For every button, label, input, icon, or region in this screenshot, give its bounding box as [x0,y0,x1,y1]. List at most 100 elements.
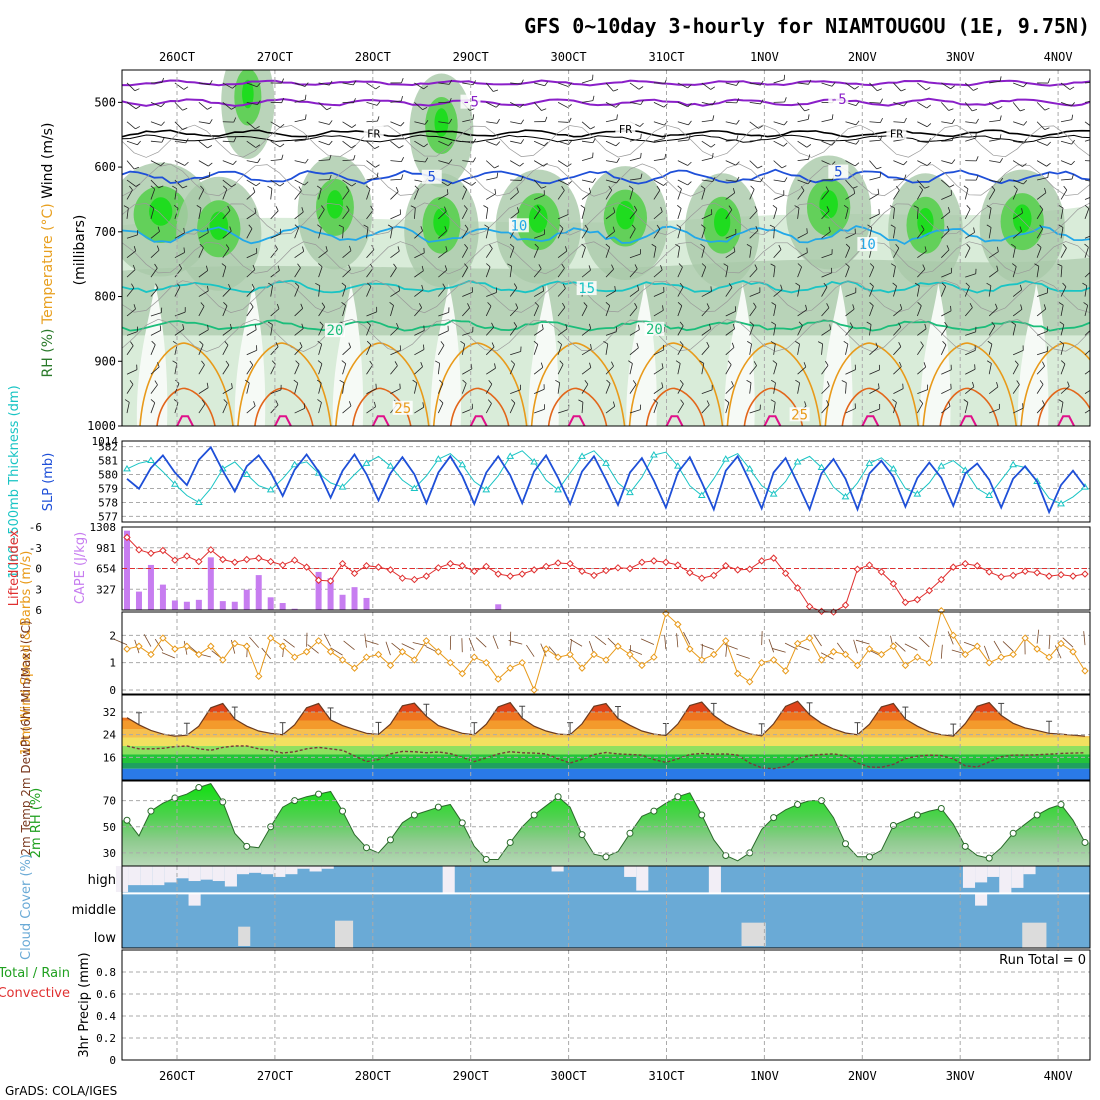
wind-barb-flag [489,244,493,249]
wind-barb [773,324,776,336]
wind-barb-flag [199,243,204,248]
wind-barb-flag [301,323,304,329]
wind-barb [629,384,637,394]
wind-barb-flag [491,322,495,328]
li-marker [219,555,227,564]
wind-speed-marker [722,637,730,645]
wind-barb-flag [279,124,285,128]
wind-barb [366,160,376,168]
wind-barb-flag [275,206,279,211]
wind-barb [1084,139,1090,142]
wind-barb-flag [1023,121,1028,126]
rh-marker [219,798,227,806]
li-marker [362,562,371,570]
li-marker [123,533,131,542]
li-marker [853,565,862,573]
wind-barb [270,140,281,148]
wind-barb-flag [616,158,620,163]
wind-barb-flag [182,107,188,111]
wind-barb-flag [632,380,637,385]
wind-barb [940,344,947,355]
wind-barb-flag [460,340,465,345]
wind-barb [366,388,377,394]
wind-barb-flag [616,114,618,120]
wind-barb [294,408,305,414]
wind-barb-flag [1060,360,1066,365]
wind-barb [1012,324,1016,336]
wind-barb [222,82,233,89]
wind-barb [198,344,204,355]
wind-barb [749,246,752,258]
wind-barb [222,266,227,278]
temp-tick-label: 24 [103,729,117,742]
wind-barb [414,82,424,90]
wind-barb [390,349,401,356]
wind-barb-flag [637,285,640,291]
wind-barb-flag [182,324,185,330]
wind-barb-flag [209,119,213,124]
wind-barb [773,305,777,317]
cape-bar [183,601,190,610]
temp-area-group [122,700,1090,780]
wind-barb-flag [1091,343,1093,348]
thickness-marker [793,457,802,465]
li-tick-label: 3 [35,583,42,596]
wind-barb-flag [131,283,135,289]
wind10m-panel: 012 [109,607,1091,697]
wind-barb-flag [758,125,763,129]
wind-barb [462,307,470,317]
wind-speed-marker [961,650,969,659]
cloud-bg [122,866,1090,948]
wind-barb-flag [919,399,924,404]
cloud-cell [975,866,988,883]
wind-barb-flag [1043,304,1047,310]
wind-speed-marker [159,634,167,642]
wind-barb [1036,266,1040,278]
wind-barb-flag [366,340,372,345]
wind-barb [581,269,591,278]
wind-barb-flag [1023,82,1028,88]
wind-barb-flag [606,379,611,384]
rh-marker [578,831,586,839]
wind-barb [485,305,492,317]
wind-speed-marker [207,642,215,650]
wind-speed-marker [266,634,275,642]
wind-barb [1013,179,1024,185]
wind-barb-flag [825,360,829,366]
wind-barb [366,101,378,106]
wind-barb-flag [484,224,489,228]
wind-barb [486,177,498,181]
wind-barb-flag [565,246,568,252]
wind-barb [1060,160,1072,166]
wind-barb-flag [135,183,141,187]
wind-barb [533,367,544,375]
wind-barb [605,406,615,414]
li-marker [1033,568,1041,577]
wind-barb-flag [178,263,183,269]
wind-barb-flag [999,158,1003,163]
wind10m-barb [385,641,391,656]
wind-barb-flag [805,304,808,310]
wind-barb-flag [401,174,404,180]
wind-barb-flag [898,322,902,328]
li-marker [949,563,957,571]
wind-barb-flag [329,80,333,86]
wind-barb [605,247,611,258]
wind-barb-flag [559,360,564,365]
wind-barb-flag [199,340,204,345]
dry-column [234,283,266,426]
li-marker [554,559,562,567]
wind-barb-flag [132,264,136,270]
wind-barb-flag [795,282,800,287]
wind-barb-flag [687,103,692,108]
wind-barb-flag [229,226,232,232]
wind-barb [701,213,712,220]
wind-barb [438,330,449,336]
li-marker [614,564,622,572]
wind-barb [294,308,303,317]
wind-barb-flag [321,302,326,308]
wind10m-barb [492,635,499,650]
li-marker [290,556,299,564]
wind-barb-flag [628,185,634,190]
wind-barb-flag [300,303,304,309]
